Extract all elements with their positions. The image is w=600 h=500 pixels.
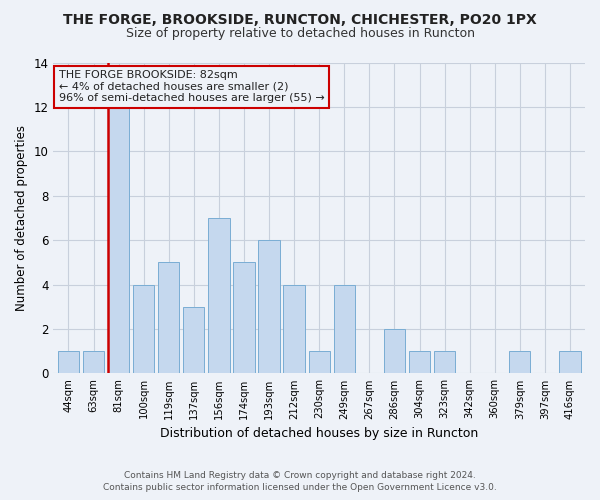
Bar: [108, 107, 129, 374]
Bar: [259, 240, 280, 374]
Bar: [409, 351, 430, 374]
Bar: [83, 351, 104, 374]
Y-axis label: Number of detached properties: Number of detached properties: [15, 125, 28, 311]
Bar: [384, 329, 405, 374]
X-axis label: Distribution of detached houses by size in Runcton: Distribution of detached houses by size …: [160, 427, 478, 440]
Bar: [233, 262, 254, 374]
Text: THE FORGE BROOKSIDE: 82sqm
← 4% of detached houses are smaller (2)
96% of semi-d: THE FORGE BROOKSIDE: 82sqm ← 4% of detac…: [59, 70, 325, 104]
Bar: [133, 284, 154, 374]
Text: Contains HM Land Registry data © Crown copyright and database right 2024.
Contai: Contains HM Land Registry data © Crown c…: [103, 471, 497, 492]
Bar: [509, 351, 530, 374]
Bar: [208, 218, 230, 374]
Bar: [58, 351, 79, 374]
Bar: [283, 284, 305, 374]
Bar: [334, 284, 355, 374]
Bar: [308, 351, 330, 374]
Text: THE FORGE, BROOKSIDE, RUNCTON, CHICHESTER, PO20 1PX: THE FORGE, BROOKSIDE, RUNCTON, CHICHESTE…: [63, 12, 537, 26]
Bar: [434, 351, 455, 374]
Bar: [158, 262, 179, 374]
Text: Size of property relative to detached houses in Runcton: Size of property relative to detached ho…: [125, 28, 475, 40]
Bar: [183, 307, 205, 374]
Bar: [559, 351, 581, 374]
